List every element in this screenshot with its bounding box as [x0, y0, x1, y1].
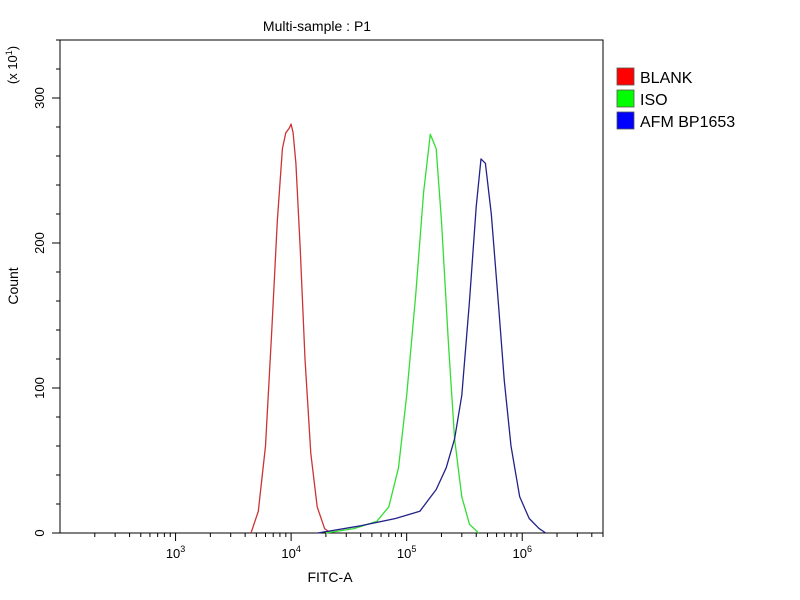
legend-label: ISO [640, 92, 668, 109]
legend-swatch [616, 67, 635, 86]
x-tick-label: 106 [512, 544, 531, 561]
axes: 103 104 105 106 0 100 200 300 [32, 39, 604, 561]
legend: BLANK ISO AFM BP1653 [616, 67, 735, 131]
y-tick-label: 100 [32, 377, 47, 399]
legend-swatch [616, 89, 635, 108]
legend-label: BLANK [640, 70, 693, 87]
y-axis-multiplier: (x 101) [4, 46, 20, 84]
series-line-afm-bp1653 [317, 158, 547, 534]
x-tick-label: 105 [397, 544, 416, 561]
y-tick-label: 0 [32, 529, 47, 536]
y-tick-label: 300 [32, 87, 47, 109]
chart-title: Multi-sample : P1 [263, 18, 371, 34]
plot-frame [59, 39, 604, 534]
series-lines [250, 123, 547, 534]
series-line-iso [325, 133, 480, 534]
x-tick-label: 103 [166, 544, 185, 561]
x-axis-label: FITC-A [307, 569, 353, 585]
series-line-blank [250, 123, 332, 534]
x-tick-label: 104 [281, 544, 300, 561]
y-tick-label: 200 [32, 232, 47, 254]
legend-label: AFM BP1653 [640, 114, 735, 131]
legend-swatch [616, 111, 635, 130]
y-axis-label: Count [5, 267, 21, 304]
